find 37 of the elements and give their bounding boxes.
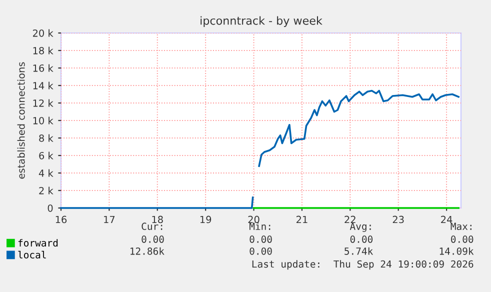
y-tick-label: 12 k bbox=[33, 99, 54, 107]
x-tick-label: 18 bbox=[152, 216, 163, 224]
y-tick-label: 14 k bbox=[33, 82, 54, 90]
text: 0.00 bbox=[350, 236, 373, 243]
text: Last update: Thu Sep 24 19:00:09 2026 bbox=[252, 260, 474, 270]
x-tick-label: 16 bbox=[56, 216, 67, 224]
text: Min: bbox=[250, 222, 270, 230]
legend-label: forward bbox=[18, 239, 58, 247]
text: 0.00 bbox=[250, 247, 272, 255]
y-tick-label: 6 k bbox=[39, 152, 54, 160]
text: 0.00 bbox=[451, 236, 474, 243]
y-tick-label: 4 k bbox=[38, 169, 54, 177]
text: 0.00 bbox=[250, 236, 272, 243]
chart-title: ipconntrack - by week bbox=[200, 16, 322, 27]
text: Cur: bbox=[142, 222, 162, 230]
x-tick-label: 17 bbox=[104, 216, 115, 224]
text: 0.00 bbox=[142, 236, 164, 243]
y-tick-label: 20 k bbox=[32, 29, 54, 37]
x-tick-label: 19 bbox=[200, 216, 212, 224]
y-tick-label: 2 k bbox=[39, 186, 54, 194]
y-tick-label: 0 bbox=[48, 204, 53, 212]
x-tick-label: 23 bbox=[392, 216, 404, 224]
x-tick-label: 20 bbox=[248, 216, 260, 224]
x-tick-label: 24 bbox=[441, 216, 452, 224]
y-tick-label: 18 k bbox=[33, 46, 54, 54]
y-tick-label: 16 k bbox=[33, 64, 54, 72]
text: 12.86k bbox=[130, 247, 164, 255]
x-tick-label: 22 bbox=[344, 216, 356, 224]
y-axis-title: established connections bbox=[17, 62, 25, 179]
legend-label: local bbox=[18, 250, 46, 258]
text: 14.09k bbox=[440, 247, 474, 255]
text: 5.74k bbox=[344, 247, 374, 255]
text: Avg: bbox=[350, 222, 371, 232]
text: Max: bbox=[450, 222, 472, 230]
x-tick-label: 21 bbox=[296, 216, 308, 224]
y-tick-label: 8 k bbox=[39, 134, 54, 142]
y-tick-label: 10 k bbox=[33, 116, 54, 124]
